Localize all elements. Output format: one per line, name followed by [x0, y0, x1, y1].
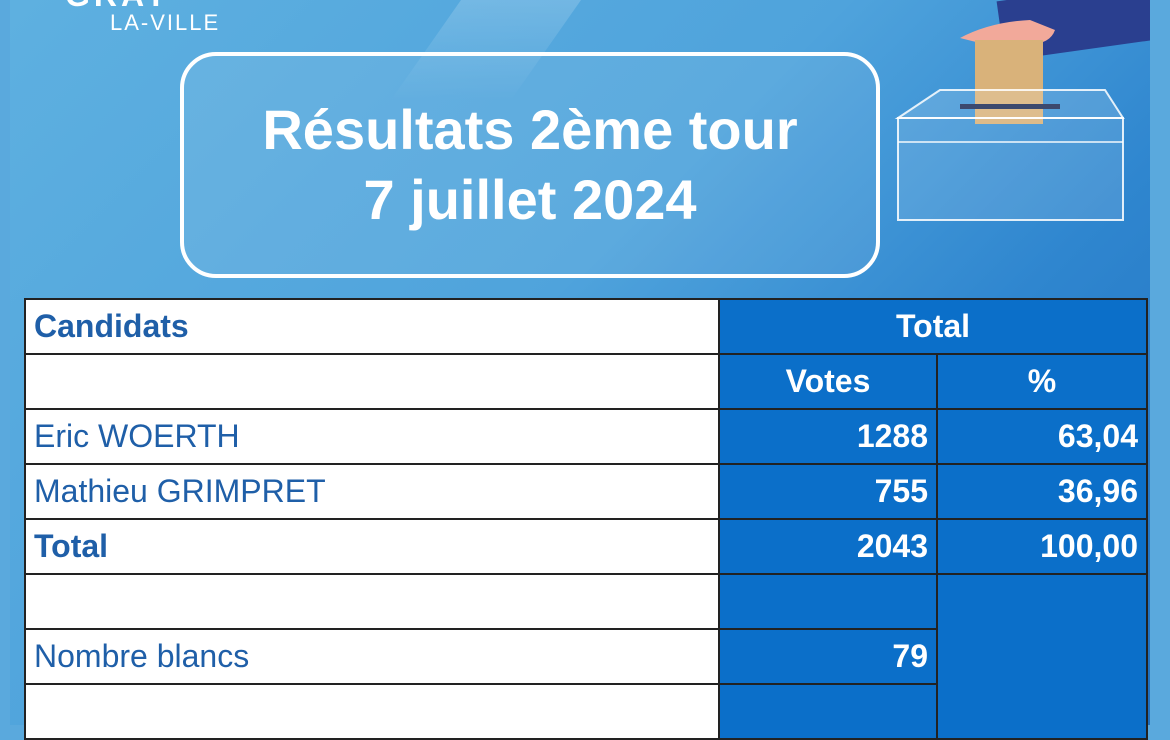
total-percent: 100,00 [936, 518, 1148, 575]
header-candidates: Candidats [24, 298, 720, 355]
title-box: Résultats 2ème tour 7 juillet 2024 [180, 52, 880, 278]
candidate-name: Mathieu GRIMPRET [24, 463, 720, 520]
total-label: Total [24, 518, 720, 575]
header-votes: Votes [718, 353, 938, 410]
merged-cell [936, 573, 1148, 740]
results-table: Candidats Total Votes % Eric WOERTH 1288… [24, 298, 1148, 740]
blancs-row: Nombre blancs 79 [24, 628, 1147, 685]
candidate-percent: 63,04 [936, 408, 1148, 465]
ballot-box-icon [894, 0, 1150, 221]
blancs-votes: 79 [718, 628, 938, 685]
total-votes: 2043 [718, 518, 938, 575]
header-blank [24, 353, 720, 410]
logo-subtitle: LA-VILLE [110, 10, 221, 35]
table-row: Mathieu GRIMPRET 755 36,96 [24, 463, 1148, 520]
candidate-percent: 36,96 [936, 463, 1148, 520]
header-percent: % [936, 353, 1148, 410]
candidate-name: Eric WOERTH [24, 408, 720, 465]
blancs-label: Nombre blancs [24, 628, 720, 685]
table-header-row: Candidats Total [24, 298, 1148, 355]
partial-votes [718, 683, 938, 740]
table-subheader-row: Votes % [24, 353, 1148, 410]
candidate-votes: 1288 [718, 408, 938, 465]
table-row: Eric WOERTH 1288 63,04 [24, 408, 1148, 465]
spacer-cell [718, 573, 938, 630]
total-row: Total 2043 100,00 [24, 518, 1148, 575]
title-line-1: Résultats 2ème tour [262, 98, 798, 161]
title-line-2: 7 juillet 2024 [363, 168, 697, 231]
partial-label [24, 683, 720, 740]
candidate-votes: 755 [718, 463, 938, 520]
header-total: Total [718, 298, 1148, 355]
spacer-cell [24, 573, 720, 630]
city-logo: GRAY LA-VILLE [65, 0, 310, 40]
logo-name: GRAY [65, 0, 285, 8]
spacer-row [24, 573, 1148, 740]
